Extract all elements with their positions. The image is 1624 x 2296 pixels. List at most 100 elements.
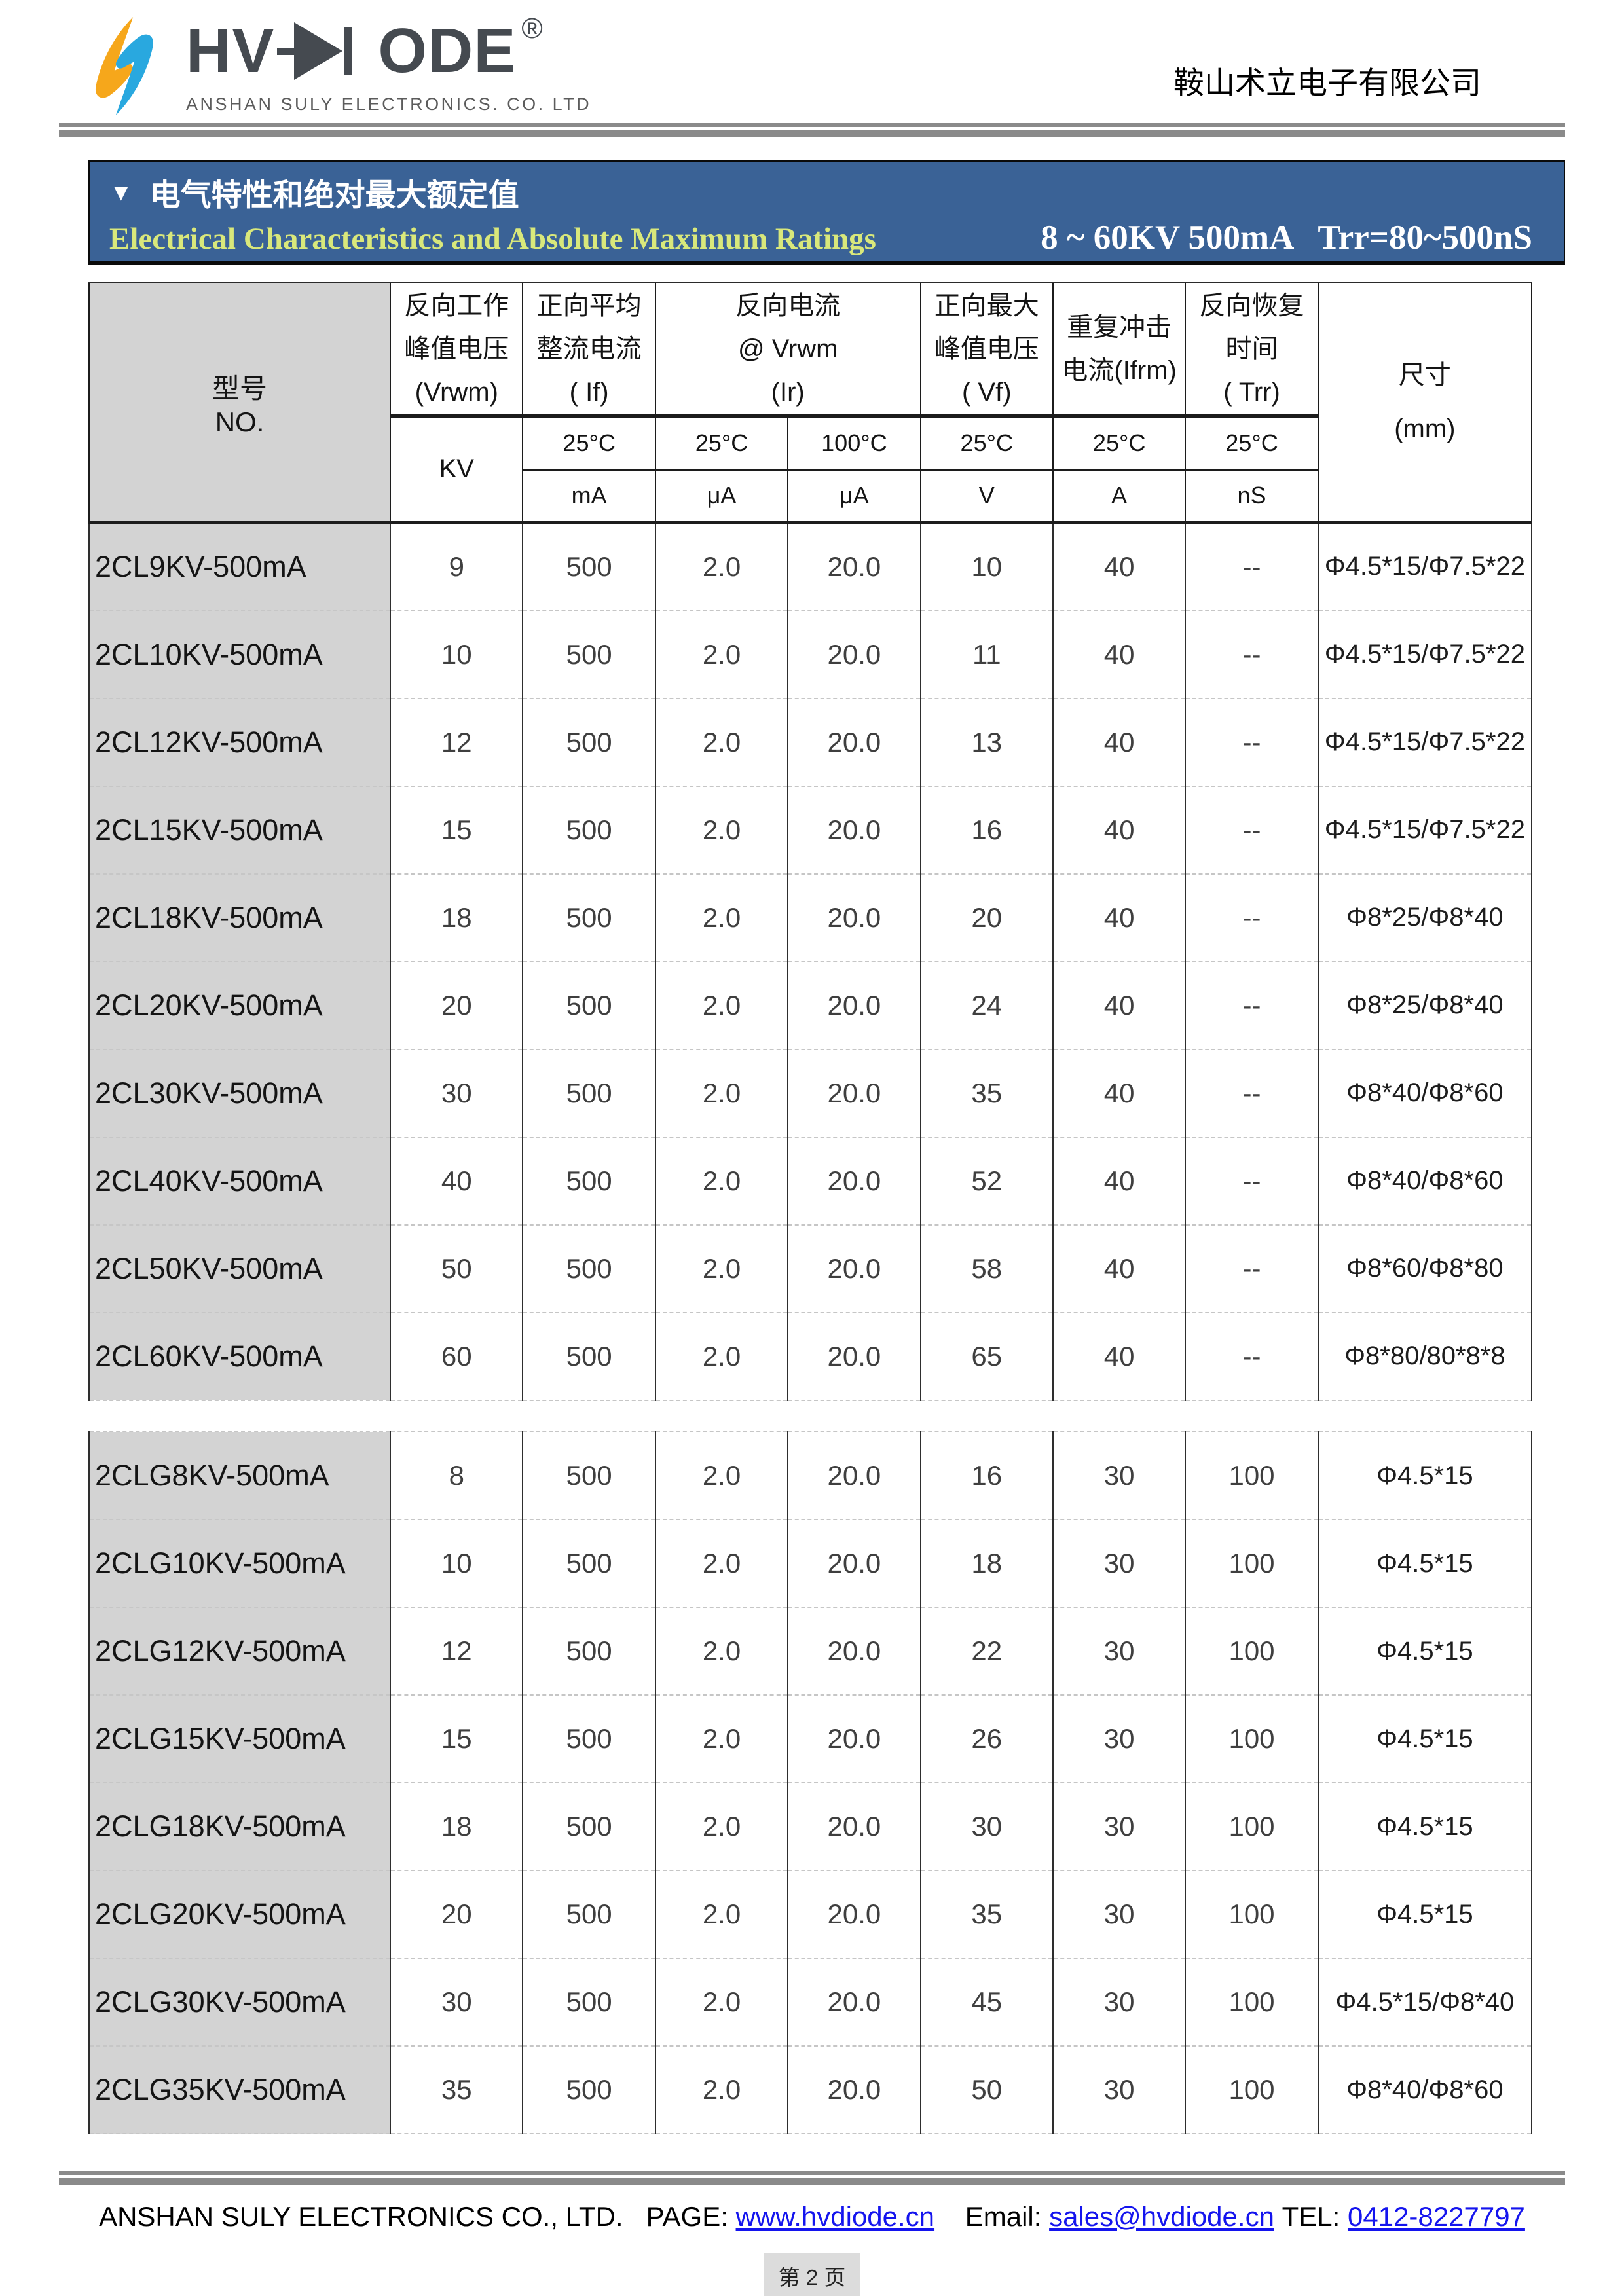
size-cell: Φ4.5*15 (1317, 1519, 1533, 1608)
value-cell: 2.0 (654, 1870, 789, 1959)
value-cell: 20.0 (787, 1607, 921, 1696)
header-divider-bottom (59, 130, 1565, 137)
brand-ode: ODE (378, 16, 517, 86)
value-cell: 2.0 (654, 1782, 789, 1871)
value-cell: 30 (919, 1782, 1054, 1871)
table-row: 2CLG35KV-500mA 35 500 2.0 20.0 50 30 100 Φ8*40/Φ… (88, 2045, 1533, 2134)
telephone-link[interactable]: 0412-8227797 (1347, 2201, 1525, 2232)
section-title-bar: ▼ 电气特性和绝对最大额定值 Electrical Characteristic… (88, 160, 1565, 265)
size-cell: Φ8*80/80*8*8 (1317, 1311, 1533, 1401)
website-link[interactable]: www.hvdiode.cn (735, 2201, 935, 2232)
size-cell: Φ4.5*15 (1317, 1782, 1533, 1871)
value-cell: 18 (390, 1782, 524, 1871)
value-cell: -- (1185, 697, 1319, 787)
value-cell: 35 (919, 1870, 1054, 1959)
value-cell: 100 (1185, 1782, 1319, 1871)
header-model: 型号 NO. (88, 282, 392, 524)
value-cell: 2.0 (654, 1958, 789, 2047)
section-title-en: Electrical Characteristics and Absolute … (109, 222, 876, 256)
value-cell: 22 (919, 1607, 1054, 1696)
table-row: 2CLG30KV-500mA 30 500 2.0 20.0 45 30 100 Φ4.5*15… (88, 1958, 1533, 2047)
size-cell: Φ4.5*15/Φ7.5*22 (1317, 610, 1533, 699)
value-cell: 20.0 (787, 521, 921, 611)
value-cell: 15 (390, 1694, 524, 1783)
spec-table-2cl: 型号 NO. 反向工作 峰值电压 (Vrwm) 正向平均 整流电流( If) 反向电流 @… (88, 282, 1533, 1401)
triangle-marker-icon: ▼ (109, 178, 133, 206)
header-ir-temp-100: 100°C (787, 415, 921, 471)
table-row: 2CLG8KV-500mA 8 500 2.0 20.0 16 30 100 Φ4.5*15 (88, 1431, 1533, 1520)
table-row: 2CL40KV-500mA 40 500 2.0 20.0 52 40 -- Φ8*40/Φ8*… (88, 1136, 1533, 1226)
value-cell: 100 (1185, 1431, 1319, 1520)
size-cell: Φ8*40/Φ8*60 (1317, 1048, 1533, 1138)
size-cell: Φ4.5*15 (1317, 1431, 1533, 1520)
lightning-bolt-icon (95, 17, 154, 115)
value-cell: 30 (1052, 1694, 1187, 1783)
email-link[interactable]: sales@hvdiode.cn (1049, 2201, 1274, 2232)
value-cell: 40 (1052, 1224, 1187, 1313)
value-cell: 40 (390, 1136, 524, 1226)
size-cell: Φ8*60/Φ8*80 (1317, 1224, 1533, 1313)
value-cell: 500 (522, 1958, 656, 2047)
value-cell: 100 (1185, 1694, 1319, 1783)
value-cell: 40 (1052, 697, 1187, 787)
value-cell: 20.0 (787, 1431, 921, 1520)
value-cell: -- (1185, 873, 1319, 962)
model-cell: 2CLG8KV-500mA (88, 1431, 392, 1520)
header-vf: 正向最大 峰值电压( Vf) (919, 282, 1054, 418)
table-row: 2CL9KV-500mA 9 500 2.0 20.0 10 40 -- Φ4.5*15/Φ7.… (88, 521, 1533, 611)
table-row: 2CLG10KV-500mA 10 500 2.0 20.0 18 30 100 Φ4.5*15 (88, 1519, 1533, 1608)
value-cell: 2.0 (654, 1519, 789, 1608)
value-cell: -- (1185, 610, 1319, 699)
model-cell: 2CL9KV-500mA (88, 521, 392, 611)
header-if-unit: mA (522, 469, 656, 524)
value-cell: 50 (919, 2045, 1054, 2134)
value-cell: 30 (1052, 1870, 1187, 1959)
header-vf-unit: V (919, 469, 1054, 524)
brand-hv: HV (186, 16, 275, 86)
value-cell: 20.0 (787, 1311, 921, 1401)
company-name-cn: 鞍山术立电子有限公司 (1173, 65, 1481, 100)
model-cell: 2CL40KV-500mA (88, 1136, 392, 1226)
value-cell: 500 (522, 610, 656, 699)
header-ifrm-temp: 25°C (1052, 415, 1187, 471)
value-cell: 2.0 (654, 1607, 789, 1696)
value-cell: 26 (919, 1694, 1054, 1783)
model-cell: 2CL10KV-500mA (88, 610, 392, 699)
table-row: 2CL18KV-500mA 18 500 2.0 20.0 20 40 -- Φ8*25/Φ8*… (88, 873, 1533, 962)
registered-trademark-icon: ® (521, 12, 543, 45)
value-cell: 20.0 (787, 1136, 921, 1226)
header-kv-unit: KV (390, 415, 524, 524)
size-cell: Φ8*25/Φ8*40 (1317, 960, 1533, 1050)
table-row: 2CLG15KV-500mA 15 500 2.0 20.0 26 30 100 Φ4.5*15 (88, 1694, 1533, 1783)
value-cell: 20.0 (787, 1870, 921, 1959)
footer-page-label: PAGE: (646, 2201, 736, 2232)
value-cell: 40 (1052, 1311, 1187, 1401)
value-cell: 12 (390, 697, 524, 787)
logo-subtitle: ANSHAN SULY ELECTRONICS. CO. LTD (186, 94, 592, 114)
table-row: 2CL30KV-500mA 30 500 2.0 20.0 35 40 -- Φ8*40/Φ8*… (88, 1048, 1533, 1138)
table-row: 2CL12KV-500mA 12 500 2.0 20.0 13 40 -- Φ4.5*15/Φ… (88, 697, 1533, 787)
value-cell: 60 (390, 1311, 524, 1401)
value-cell: 40 (1052, 873, 1187, 962)
value-cell: 30 (1052, 1431, 1187, 1520)
header-vrwm: 反向工作 峰值电压 (Vrwm) (390, 282, 524, 418)
value-cell: 2.0 (654, 521, 789, 611)
value-cell: -- (1185, 1311, 1319, 1401)
value-cell: 500 (522, 1431, 656, 1520)
table-row: 2CLG20KV-500mA 20 500 2.0 20.0 35 30 100 Φ4.5*15 (88, 1870, 1533, 1959)
value-cell: 11 (919, 610, 1054, 699)
value-cell: 500 (522, 785, 656, 875)
size-cell: Φ4.5*15 (1317, 1870, 1533, 1959)
size-cell: Φ8*25/Φ8*40 (1317, 873, 1533, 962)
footer-divider-top (59, 2171, 1565, 2175)
value-cell: 20.0 (787, 2045, 921, 2134)
model-cell: 2CLG30KV-500mA (88, 1958, 392, 2047)
value-cell: 2.0 (654, 1136, 789, 1226)
size-cell: Φ4.5*15 (1317, 1694, 1533, 1783)
value-cell: -- (1185, 960, 1319, 1050)
header-ir-unit-25: μA (654, 469, 789, 524)
value-cell: 18 (919, 1519, 1054, 1608)
header-trr-unit: nS (1185, 469, 1319, 524)
header-trr: 反向恢复 时间( Trr) (1185, 282, 1319, 418)
